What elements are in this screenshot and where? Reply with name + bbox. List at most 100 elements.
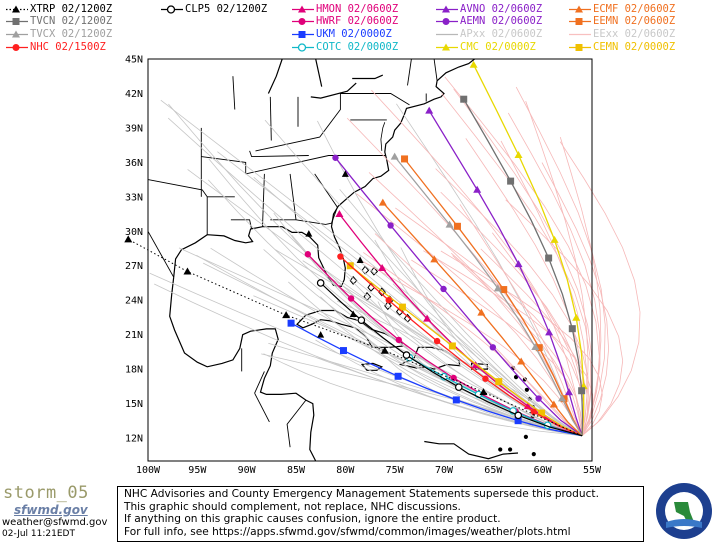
model-track xyxy=(559,136,602,436)
legend-item: NHC 02/1500Z xyxy=(0,41,140,54)
legend-swatch-icon xyxy=(6,30,28,38)
map-axis-labels: 45N 42N 39N 36N 33N 30N 27N 24N 21N 18N 15N 12N 100W… xyxy=(125,55,602,477)
track-marker xyxy=(356,256,364,263)
model-track xyxy=(334,157,583,437)
track-marker xyxy=(545,328,554,336)
legend-swatch-icon xyxy=(161,5,183,14)
model-track xyxy=(507,112,601,436)
model-track xyxy=(441,93,592,436)
lon-label: 90W xyxy=(238,465,257,476)
track-marker xyxy=(530,408,537,415)
legend-swatch-icon xyxy=(569,33,591,36)
lon-label: 75W xyxy=(386,465,405,476)
track-marker xyxy=(535,395,542,402)
model-track xyxy=(459,204,583,436)
legend-swatch-icon xyxy=(292,31,314,38)
legend-swatch-icon xyxy=(6,18,28,25)
track-marker xyxy=(469,60,478,68)
track-marker xyxy=(545,254,553,262)
model-track xyxy=(505,199,624,437)
lat-label: 30N xyxy=(125,227,143,238)
legend-label: COTC 02/0000Z xyxy=(316,41,399,53)
legend-item: AEMN 02/0600Z xyxy=(430,15,570,28)
track-marker xyxy=(282,311,291,319)
timestamp: 02-Jul 11:21EDT xyxy=(2,529,75,539)
lat-label: 33N xyxy=(125,192,143,203)
track-marker xyxy=(357,316,366,324)
track-marker xyxy=(332,154,339,161)
track-marker xyxy=(558,394,567,402)
model-track xyxy=(290,322,583,437)
track-marker xyxy=(378,198,387,206)
model-track xyxy=(403,158,583,437)
model-track xyxy=(149,272,583,437)
track-marker xyxy=(514,417,522,425)
model-track xyxy=(187,169,583,437)
track-marker xyxy=(450,374,457,382)
track-marker xyxy=(401,155,409,163)
legend-label: HMON 02/0600Z xyxy=(316,3,399,15)
legend-label: TVCX 02/1200Z xyxy=(30,28,113,40)
model-legend: XTRP 02/1200Z TVCN 02/1200Z TVCX 02/1200Z N… xyxy=(0,0,720,56)
track-marker xyxy=(550,235,559,243)
legend-item: CEMN 02/0000Z xyxy=(563,41,703,54)
model-track xyxy=(515,86,606,436)
track-marker xyxy=(572,313,581,321)
track-marker xyxy=(445,220,454,228)
lat-label: 27N xyxy=(125,261,143,272)
track-marker xyxy=(514,151,523,159)
model-track xyxy=(263,353,583,437)
track-marker xyxy=(387,222,394,229)
lon-label: 60W xyxy=(534,465,553,476)
map-frame xyxy=(147,58,593,462)
disclaimer-line: If anything on this graphic causes confu… xyxy=(124,513,501,526)
legend-swatch-icon xyxy=(6,44,28,51)
legend-swatch-icon xyxy=(436,33,458,36)
track-marker xyxy=(568,325,576,333)
track-marker xyxy=(337,253,344,260)
lat-label: 18N xyxy=(125,365,143,376)
legend-item: UKM 02/0000Z xyxy=(286,28,426,41)
track-marker xyxy=(394,372,402,380)
legend-label: XTRP 02/1200Z xyxy=(30,3,113,15)
lat-label: 42N xyxy=(125,89,143,100)
legend-label: APxx 02/0600Z xyxy=(460,28,543,40)
legend-item: EEMN 02/0600Z xyxy=(563,15,703,28)
track-marker xyxy=(473,185,482,193)
legend-label: HWRF 02/0600Z xyxy=(316,15,399,27)
legend-item: HWRF 02/0600Z xyxy=(286,15,426,28)
track-marker xyxy=(535,344,543,352)
legend-label: TVCN 02/1200Z xyxy=(30,15,113,27)
track-marker xyxy=(500,286,508,294)
track-marker xyxy=(341,170,349,177)
legend-label: CMC 02/0000Z xyxy=(460,41,536,53)
track-marker xyxy=(523,402,532,410)
legend-swatch-icon xyxy=(292,5,314,13)
model-track xyxy=(371,89,583,436)
track-marker xyxy=(395,336,402,344)
track-marker xyxy=(452,396,460,404)
track-marker xyxy=(380,346,389,354)
track-marker xyxy=(304,251,312,258)
track-marker xyxy=(183,267,192,275)
track-marker xyxy=(495,378,503,386)
track-marker xyxy=(538,409,546,417)
model-track xyxy=(178,247,583,437)
legend-item: CLP5 02/1200Z xyxy=(155,3,295,16)
legend-swatch-icon xyxy=(292,43,314,52)
track-marker xyxy=(479,388,488,396)
lat-label: 45N xyxy=(125,55,143,66)
track-marker xyxy=(316,279,325,287)
legend-swatch-icon xyxy=(569,5,591,13)
track-marker xyxy=(425,106,434,114)
lat-label: 15N xyxy=(125,399,143,410)
legend-label: EExx 02/0600Z xyxy=(593,28,676,40)
model-track xyxy=(317,120,583,437)
track-marker xyxy=(390,152,399,160)
model-track xyxy=(208,179,583,437)
legend-swatch-icon xyxy=(569,44,591,51)
sfwmd-logo-text: sfwmd.gov xyxy=(14,503,88,517)
legend-item: CMC 02/0000Z xyxy=(430,41,570,54)
track-marker xyxy=(378,264,387,272)
